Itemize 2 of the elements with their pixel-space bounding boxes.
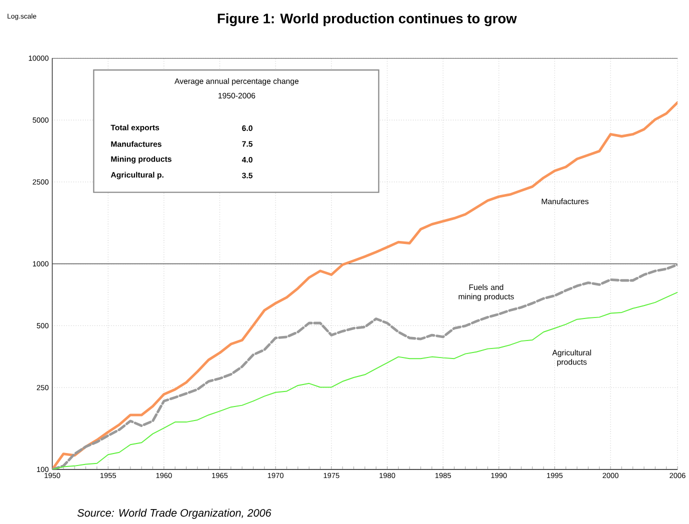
source-note: Source: World Trade Organization, 2006 (77, 508, 272, 519)
chart-title: Figure 1: World production continues to grow (218, 13, 517, 26)
